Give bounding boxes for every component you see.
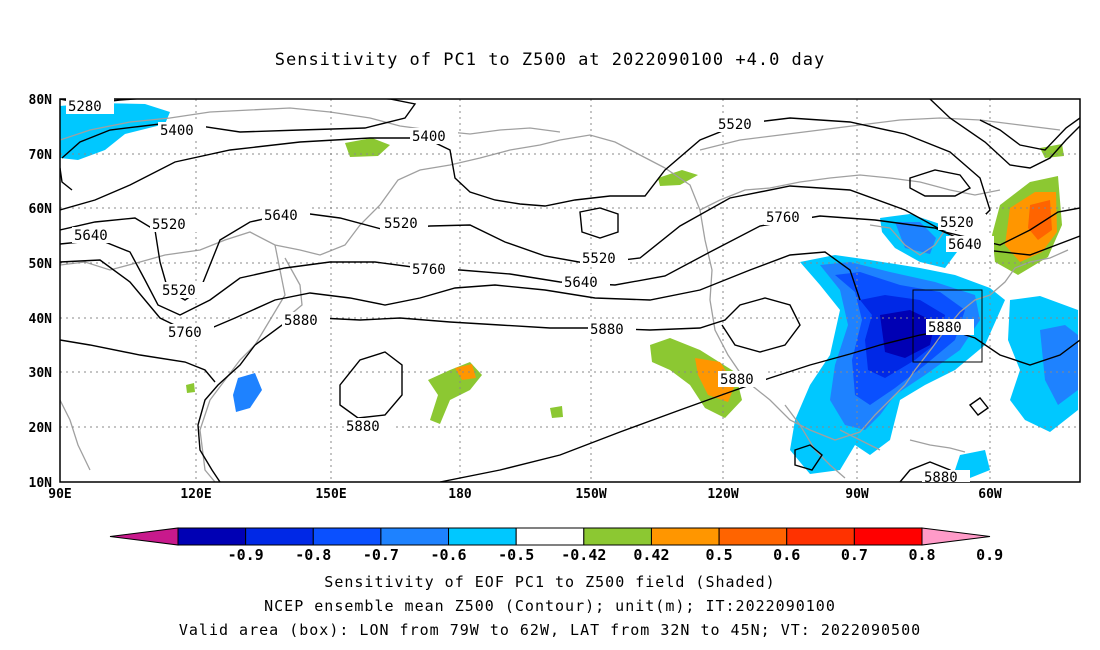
- shade-pacific-east-positive-core: [695, 358, 735, 402]
- colorbar-swatch: [515, 527, 585, 546]
- map-title: Sensitivity of PC1 to Z500 at 2022090100…: [274, 50, 826, 70]
- contour-label: 5760: [766, 210, 800, 226]
- shade-atlantic-positive-core: [1028, 200, 1052, 240]
- contour-label: 5880: [590, 322, 624, 338]
- coastlines: [60, 107, 1069, 482]
- shade-east-na-negative-core: [880, 310, 935, 358]
- contour-label: 5640: [74, 228, 108, 244]
- colorbar-label: 0.7: [841, 546, 868, 564]
- y-tick-label: 10N: [29, 476, 53, 491]
- y-tick-label: 60N: [29, 202, 53, 217]
- colorbar-swatch: [583, 527, 652, 546]
- colorbar-swatch: [312, 527, 382, 546]
- contour-labels: 5280 5400 5400 5520 5520 5640 5520 5640 …: [66, 98, 994, 486]
- colorbar-swatch: [921, 527, 991, 546]
- colorbar-label: 0.8: [908, 546, 935, 564]
- colorbar-label: -0.8: [295, 546, 331, 564]
- x-axis-labels: 90E 120E 150E 180 150W 120W 90W 60W: [48, 487, 1002, 502]
- y-tick-label: 80N: [29, 93, 53, 108]
- contour-label: 5880: [924, 470, 958, 486]
- contour-label: 5880: [928, 320, 962, 336]
- x-tick-label: 60W: [978, 487, 1002, 502]
- shade-siberia-positive: [345, 138, 390, 157]
- caption-shading: Sensitivity of EOF PC1 to Z500 field (Sh…: [324, 573, 776, 591]
- x-tick-label: 90E: [48, 487, 71, 502]
- contour-label: 5520: [162, 283, 196, 299]
- colorbar-label: 0.5: [706, 546, 733, 564]
- y-tick-label: 40N: [29, 312, 53, 327]
- colorbar-swatch: [448, 527, 517, 546]
- shade-small-positive-b: [550, 406, 563, 418]
- colorbar: -0.9 -0.8 -0.7 -0.6 -0.5 -0.42 0.42 0.5 0.6 0.7 0.…: [109, 527, 1003, 564]
- contour-label: 5520: [152, 217, 186, 233]
- colorbar-swatch: [786, 527, 855, 546]
- colorbar-label: 0.42: [633, 546, 669, 564]
- colorbar-label: -0.5: [498, 546, 534, 564]
- caption-valid-area: Valid area (box): LON from 79W to 62W, L…: [178, 621, 922, 639]
- contour-label: 5640: [264, 208, 298, 224]
- x-tick-label: 150E: [315, 487, 346, 502]
- y-axis-labels: 80N 70N 60N 50N 40N 30N 20N 10N: [29, 93, 53, 491]
- y-tick-label: 70N: [29, 148, 53, 163]
- contour-label: 5520: [384, 216, 418, 232]
- colorbar-swatch: [245, 527, 314, 546]
- colorbar-swatch: [380, 527, 450, 546]
- contour-label: 5760: [168, 325, 202, 341]
- shade-alaska-positive: [658, 170, 698, 186]
- caption-contour: NCEP ensemble mean Z500 (Contour); unit(…: [264, 597, 836, 615]
- colorbar-label: 0.6: [773, 546, 800, 564]
- y-tick-label: 50N: [29, 257, 53, 272]
- contour-label: 5640: [564, 275, 598, 291]
- shade-atlantic-east-negative-core: [1040, 325, 1078, 405]
- contour-label: 5520: [940, 215, 974, 231]
- valid-area-box: [912, 289, 983, 363]
- map-frame: [59, 98, 1081, 483]
- shade-taiwan-negative: [233, 373, 262, 412]
- contour-label: 5520: [718, 117, 752, 133]
- colorbar-label: -0.7: [363, 546, 399, 564]
- x-tick-label: 90W: [845, 487, 869, 502]
- colorbar-swatch: [718, 527, 788, 546]
- x-tick-label: 120E: [180, 487, 211, 502]
- colorbar-label: -0.42: [561, 546, 606, 564]
- contour-label: 5880: [720, 372, 754, 388]
- contour-label: 5880: [284, 313, 318, 329]
- colorbar-swatch: [109, 527, 179, 546]
- contour-label: 5400: [412, 129, 446, 145]
- contour-label: 5520: [582, 251, 616, 267]
- contour-label: 5760: [412, 262, 446, 278]
- contour-label: 5640: [948, 237, 982, 253]
- shade-small-positive-a: [186, 383, 195, 393]
- shade-arctic-negative: [60, 103, 170, 160]
- x-tick-label: 120W: [707, 487, 738, 502]
- graticule: [60, 99, 1080, 482]
- colorbar-label: 0.9: [976, 546, 1003, 564]
- shade-hudson-negative-core: [895, 222, 936, 254]
- colorbar-swatch: [650, 527, 720, 546]
- colorbar-label: -0.6: [430, 546, 466, 564]
- y-tick-label: 20N: [29, 421, 53, 436]
- sensitivity-shading: [60, 103, 1078, 478]
- contour-label: 5400: [160, 123, 194, 139]
- contour-label: 5880: [346, 419, 380, 435]
- x-tick-label: 180: [448, 487, 472, 502]
- colorbar-swatch: [853, 527, 923, 546]
- y-tick-label: 30N: [29, 366, 53, 381]
- colorbar-swatch: [177, 527, 247, 546]
- contour-label: 5280: [68, 99, 102, 115]
- colorbar-label: -0.9: [228, 546, 264, 564]
- x-tick-label: 150W: [575, 487, 606, 502]
